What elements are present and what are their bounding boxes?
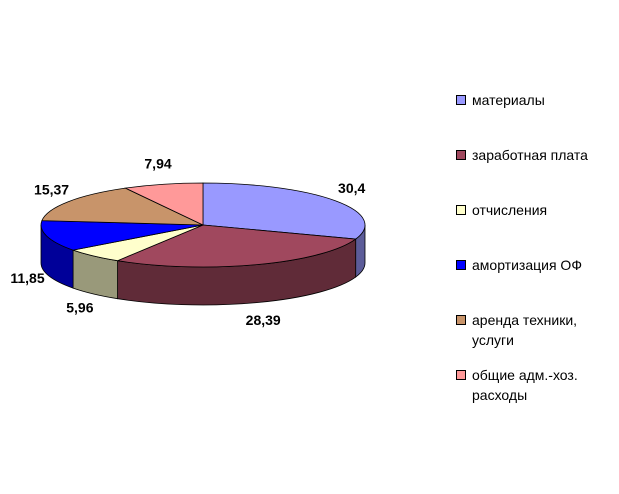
legend-item: заработная плата (456, 145, 619, 165)
slice (116, 224, 357, 268)
legend-item: амортизация ОФ (456, 255, 619, 275)
data-label: 30,4 (338, 180, 365, 196)
slice (41, 187, 204, 226)
legend-label: заработная плата (472, 147, 588, 163)
legend-swatch (456, 260, 466, 270)
data-label: 7,94 (144, 156, 171, 172)
legend-item: аренда техники, услуги (456, 310, 619, 350)
legend-label: аренда техники, услуги (472, 312, 578, 348)
legend-item: отчисления (456, 200, 619, 220)
legend-swatch (456, 315, 466, 325)
legend-swatch (456, 205, 466, 215)
legend-label: отчисления (472, 202, 548, 218)
legend-swatch (456, 370, 466, 380)
data-label: 5,96 (66, 299, 93, 315)
slice (40, 220, 204, 251)
legend-label: общие адм.-хоз. расходы (472, 367, 578, 403)
legend-swatch (456, 95, 466, 105)
data-label: 11,85 (10, 270, 44, 286)
legend-label: амортизация ОФ (472, 257, 582, 273)
legend-item: материалы (456, 90, 619, 110)
legend-label: материалы (472, 92, 545, 108)
legend-swatch (456, 150, 466, 160)
slice (202, 182, 366, 240)
legend-item: общие адм.-хоз. расходы (456, 365, 619, 405)
data-label: 15,37 (34, 181, 69, 197)
data-label: 28,39 (246, 312, 281, 328)
slice (124, 182, 204, 226)
